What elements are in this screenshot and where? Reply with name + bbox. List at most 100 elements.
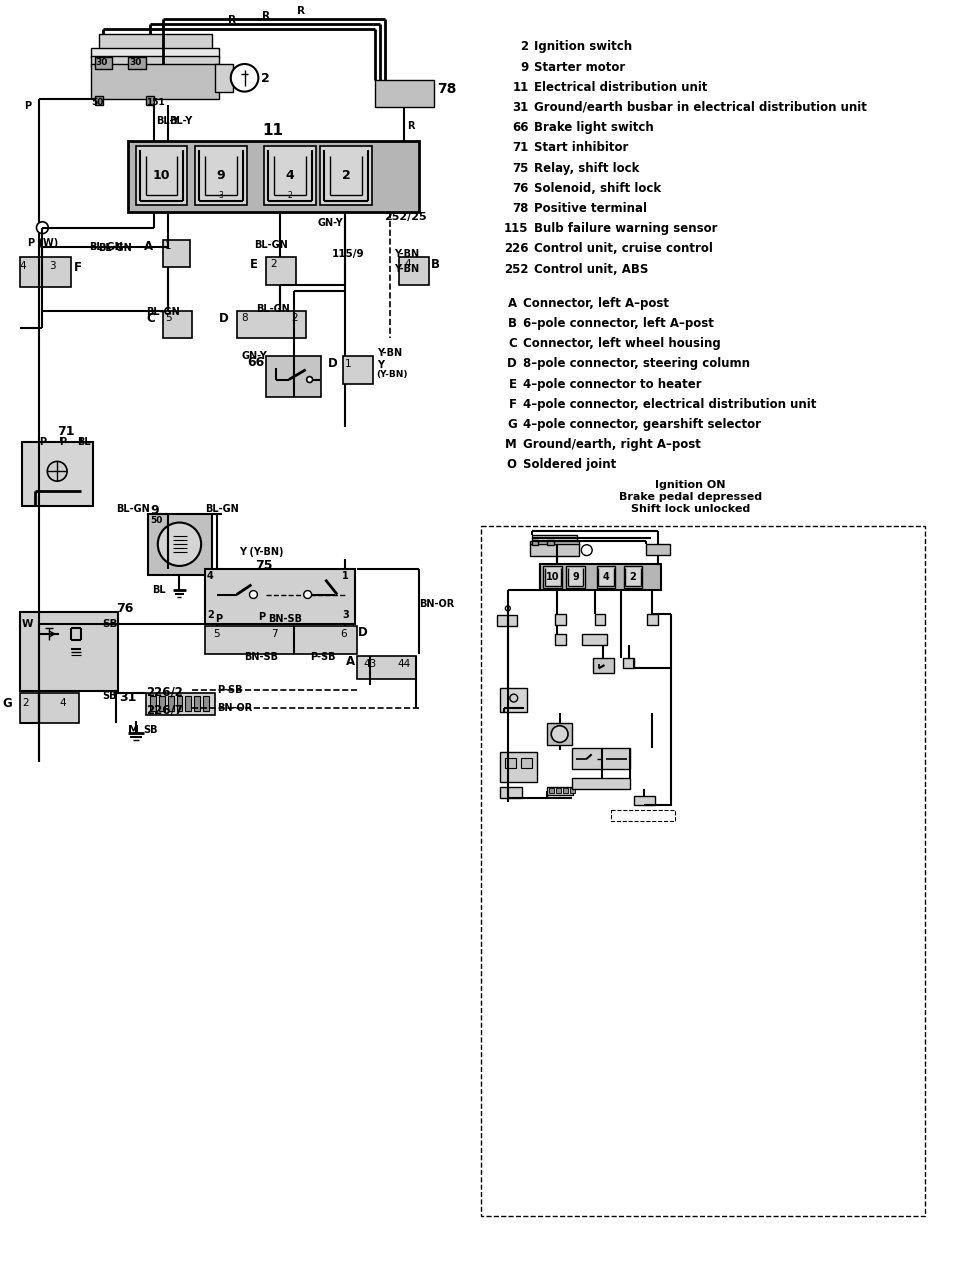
Bar bbox=[343, 356, 373, 384]
Text: C: C bbox=[507, 338, 517, 350]
Bar bbox=[529, 545, 578, 556]
Text: Y-BN: Y-BN bbox=[376, 348, 401, 358]
Text: 226/7: 226/7 bbox=[146, 703, 183, 716]
Bar bbox=[594, 614, 605, 625]
Bar bbox=[611, 811, 675, 821]
Text: BL-GN: BL-GN bbox=[89, 242, 122, 252]
Text: BL-GN: BL-GN bbox=[98, 243, 132, 253]
Text: P-SB: P-SB bbox=[216, 686, 242, 696]
Bar bbox=[565, 565, 584, 587]
Text: O: O bbox=[506, 458, 517, 472]
Text: G: G bbox=[506, 418, 517, 431]
Bar bbox=[596, 565, 615, 587]
Bar bbox=[547, 540, 554, 545]
Bar bbox=[320, 146, 372, 205]
Text: Control unit, ABS: Control unit, ABS bbox=[534, 262, 648, 276]
Bar bbox=[375, 79, 434, 107]
Bar bbox=[543, 565, 561, 587]
Text: (Y-BN): (Y-BN) bbox=[376, 370, 408, 379]
Text: 10: 10 bbox=[545, 572, 558, 582]
Text: 75: 75 bbox=[512, 161, 528, 175]
Bar bbox=[266, 257, 295, 285]
Bar bbox=[194, 696, 200, 711]
Bar bbox=[499, 752, 537, 781]
Bar bbox=[205, 569, 355, 624]
Text: Positive terminal: Positive terminal bbox=[534, 202, 647, 215]
Text: 11: 11 bbox=[512, 81, 528, 93]
Text: 4: 4 bbox=[404, 260, 411, 269]
Text: 4: 4 bbox=[20, 261, 27, 271]
Text: Y (Y-BN): Y (Y-BN) bbox=[238, 547, 283, 558]
Bar bbox=[214, 64, 233, 92]
Circle shape bbox=[505, 606, 510, 611]
Bar bbox=[531, 540, 537, 545]
Bar bbox=[195, 146, 246, 205]
Text: E: E bbox=[508, 377, 517, 390]
Text: 11: 11 bbox=[262, 123, 283, 138]
Bar bbox=[504, 758, 516, 769]
Circle shape bbox=[157, 523, 201, 565]
Text: C: C bbox=[146, 312, 154, 325]
Text: 78: 78 bbox=[512, 202, 528, 215]
Text: 2: 2 bbox=[341, 169, 350, 182]
Text: 5: 5 bbox=[213, 629, 220, 640]
Bar bbox=[128, 58, 146, 69]
Text: F: F bbox=[508, 398, 517, 411]
Text: R: R bbox=[407, 122, 415, 132]
Bar bbox=[547, 787, 573, 794]
Bar bbox=[547, 723, 572, 746]
Bar bbox=[91, 64, 218, 98]
Text: BL: BL bbox=[77, 436, 91, 446]
Circle shape bbox=[509, 694, 517, 702]
Text: Ground/earth busbar in electrical distribution unit: Ground/earth busbar in electrical distri… bbox=[534, 101, 866, 114]
Text: BL-Y: BL-Y bbox=[155, 116, 179, 127]
Bar bbox=[146, 96, 153, 105]
Bar bbox=[399, 257, 429, 285]
Text: D: D bbox=[327, 357, 337, 371]
Bar bbox=[520, 758, 531, 769]
Bar bbox=[163, 311, 193, 338]
Text: 1: 1 bbox=[344, 359, 351, 368]
Text: 226/2: 226/2 bbox=[146, 686, 183, 698]
Text: Electrical distribution unit: Electrical distribution unit bbox=[534, 81, 707, 93]
Text: 30: 30 bbox=[129, 58, 141, 67]
Text: P: P bbox=[257, 613, 265, 622]
Text: 252: 252 bbox=[503, 262, 528, 276]
Bar bbox=[176, 696, 182, 711]
Text: 2: 2 bbox=[520, 41, 528, 54]
Bar bbox=[562, 788, 567, 793]
Text: 43: 43 bbox=[363, 659, 376, 669]
Text: SB: SB bbox=[102, 691, 116, 701]
Text: D: D bbox=[357, 625, 367, 638]
Circle shape bbox=[303, 591, 312, 599]
Bar bbox=[592, 657, 614, 674]
Bar bbox=[572, 748, 630, 769]
Bar bbox=[499, 688, 526, 712]
Bar bbox=[572, 778, 630, 789]
Text: 2: 2 bbox=[291, 313, 297, 324]
Bar bbox=[499, 787, 521, 798]
Text: Ignition switch: Ignition switch bbox=[534, 41, 632, 54]
Bar bbox=[623, 565, 641, 587]
Bar bbox=[94, 96, 103, 105]
Bar bbox=[569, 788, 575, 793]
Bar bbox=[150, 696, 155, 711]
Text: BL-Y: BL-Y bbox=[170, 116, 193, 127]
Bar bbox=[581, 634, 607, 645]
Bar bbox=[158, 696, 165, 711]
Text: Starter motor: Starter motor bbox=[534, 60, 625, 74]
Text: 31: 31 bbox=[512, 101, 528, 114]
Circle shape bbox=[580, 545, 592, 555]
Text: BN-OR: BN-OR bbox=[418, 600, 454, 609]
Text: SB: SB bbox=[143, 725, 157, 734]
Bar bbox=[163, 239, 190, 267]
Text: F: F bbox=[74, 261, 82, 274]
Text: 151: 151 bbox=[146, 97, 165, 106]
Text: P-SB: P-SB bbox=[310, 652, 335, 661]
Circle shape bbox=[231, 64, 258, 92]
Bar bbox=[236, 311, 305, 338]
Bar bbox=[91, 49, 218, 58]
Text: BN-OR: BN-OR bbox=[216, 703, 252, 712]
Bar bbox=[549, 788, 554, 793]
Text: 226: 226 bbox=[503, 243, 528, 256]
